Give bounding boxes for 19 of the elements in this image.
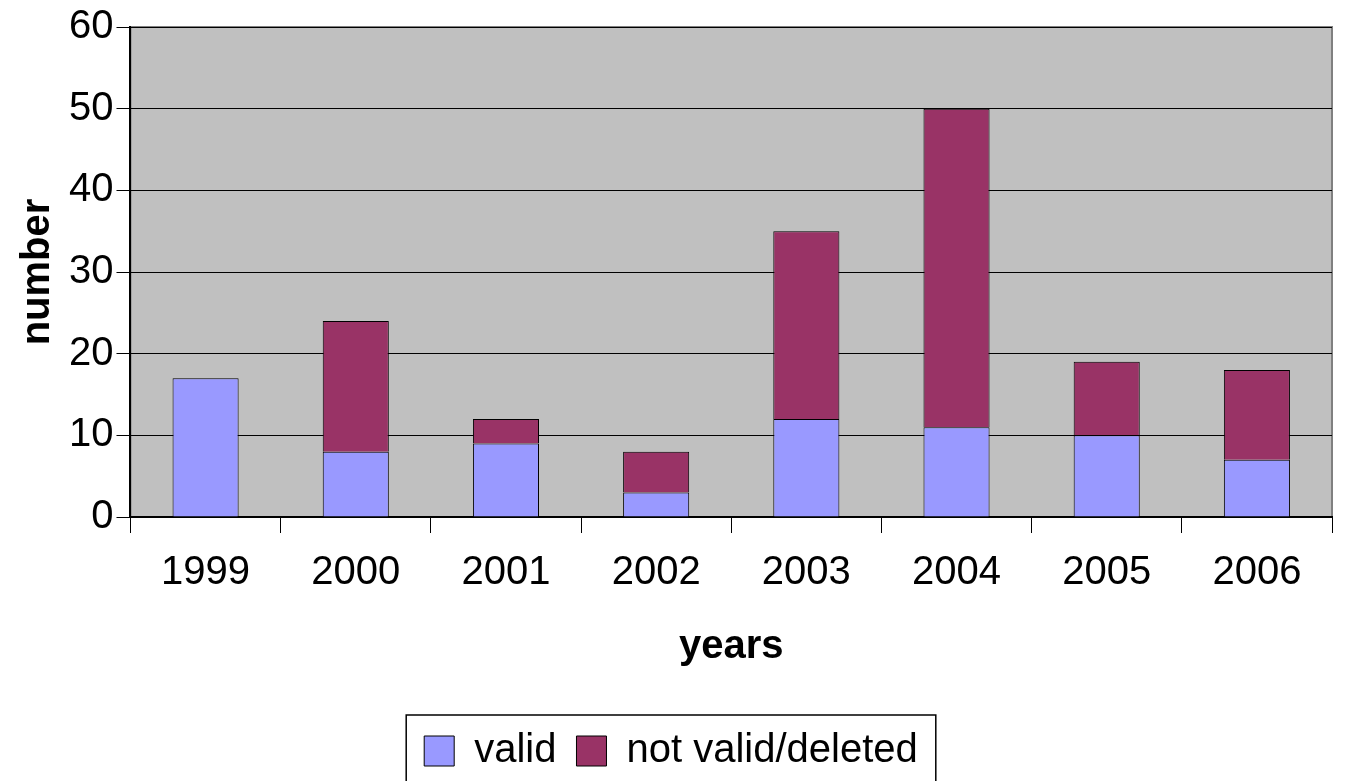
y-tick-label: 20 <box>68 328 114 373</box>
x-tick-label: 2000 <box>311 548 401 593</box>
y-tick-label: 0 <box>91 492 114 537</box>
legend-label: valid <box>474 726 557 771</box>
x-tick-label: 2004 <box>912 548 1002 593</box>
x-axis-title: years <box>678 622 784 667</box>
legend-label: not valid/deleted <box>626 726 918 771</box>
x-tick-label: 1999 <box>161 548 251 593</box>
x-tick-label: 2003 <box>761 548 851 593</box>
x-tick-label: 2006 <box>1212 548 1302 593</box>
y-tick-label: 60 <box>68 2 114 47</box>
y-tick-label: 40 <box>68 165 114 210</box>
y-tick-label: 50 <box>68 83 114 128</box>
y-tick-label: 10 <box>68 410 114 455</box>
x-tick-label: 2001 <box>461 548 551 593</box>
y-axis-title: number <box>13 198 58 346</box>
x-tick-label: 2002 <box>611 548 701 593</box>
x-tick-label: 2005 <box>1062 548 1152 593</box>
y-tick-label: 30 <box>68 247 114 292</box>
